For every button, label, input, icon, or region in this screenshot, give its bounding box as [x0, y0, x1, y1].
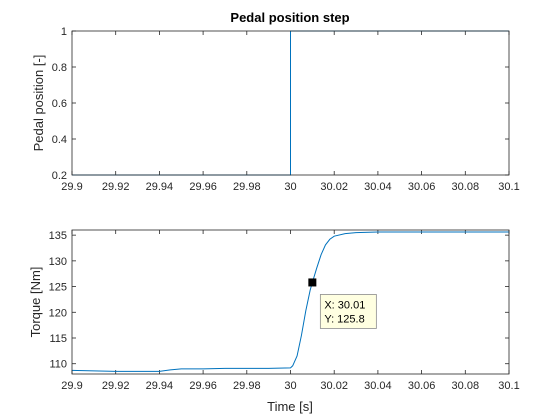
- bottom-y-tick-label: 130: [49, 256, 67, 268]
- bottom-x-tick-label: 30: [284, 380, 296, 392]
- datatip-x-text: X: 30.01: [324, 299, 365, 311]
- bottom-x-tick-label: 30.08: [452, 380, 480, 392]
- top-x-tick-label: 30.06: [408, 181, 436, 193]
- top-x-tick-label: 30.08: [452, 181, 480, 193]
- top-x-tick-label: 29.92: [102, 181, 130, 193]
- bottom-x-tick-label: 30.04: [364, 380, 392, 392]
- top-x-tick-label: 30.1: [498, 181, 519, 193]
- bottom-y-tick-label: 125: [49, 282, 67, 294]
- bottom-y-tick-label: 115: [49, 333, 67, 345]
- top-y-tick-label: 0.8: [52, 62, 67, 74]
- bottom-x-tick-label: 30.06: [408, 380, 436, 392]
- bottom-y-tick-label: 110: [49, 359, 67, 371]
- top-y-tick-label: 1: [61, 26, 67, 38]
- top-x-tick-label: 30: [284, 181, 296, 193]
- bottom-x-tick-label: 29.98: [233, 380, 261, 392]
- top-axes: Pedal position step Pedal position [-] 2…: [31, 10, 520, 193]
- top-x-tick-label: 29.98: [233, 181, 261, 193]
- top-x-tick-label: 29.9: [61, 181, 82, 193]
- top-x-tick-label: 29.96: [189, 181, 217, 193]
- bottom-y-tick-label: 135: [49, 230, 67, 242]
- datatip-y-text: Y: 125.8: [324, 313, 364, 325]
- bottom-x-tick-label: 30.02: [320, 380, 348, 392]
- top-x-tick-label: 30.02: [320, 181, 348, 193]
- bottom-x-tick-label: 29.96: [189, 380, 217, 392]
- top-y-axis-label: Pedal position [-]: [31, 55, 46, 152]
- top-y-tick-label: 0.6: [52, 98, 67, 110]
- bottom-axes: Torque [Nm] Time [s] 29.9 29.92 29.94 29.96…: [28, 230, 520, 414]
- bottom-y-tick-label: 120: [49, 307, 67, 319]
- top-y-tick-label: 0.2: [52, 170, 67, 182]
- bottom-x-tick-label: 30.1: [498, 380, 519, 392]
- bottom-x-tick-label: 29.92: [102, 380, 130, 392]
- top-x-tick-label: 30.04: [364, 181, 392, 193]
- bottom-plot-area: [72, 230, 509, 374]
- bottom-y-axis-label: Torque [Nm]: [28, 267, 43, 338]
- top-x-tick-label: 29.94: [146, 181, 174, 193]
- bottom-x-axis-label: Time [s]: [267, 399, 313, 414]
- bottom-x-tick-label: 29.94: [146, 380, 174, 392]
- top-y-tick-label: 0.4: [52, 134, 67, 146]
- bottom-x-tick-label: 29.9: [61, 380, 82, 392]
- top-chart-title: Pedal position step: [230, 10, 349, 25]
- datatip-marker[interactable]: [308, 278, 316, 286]
